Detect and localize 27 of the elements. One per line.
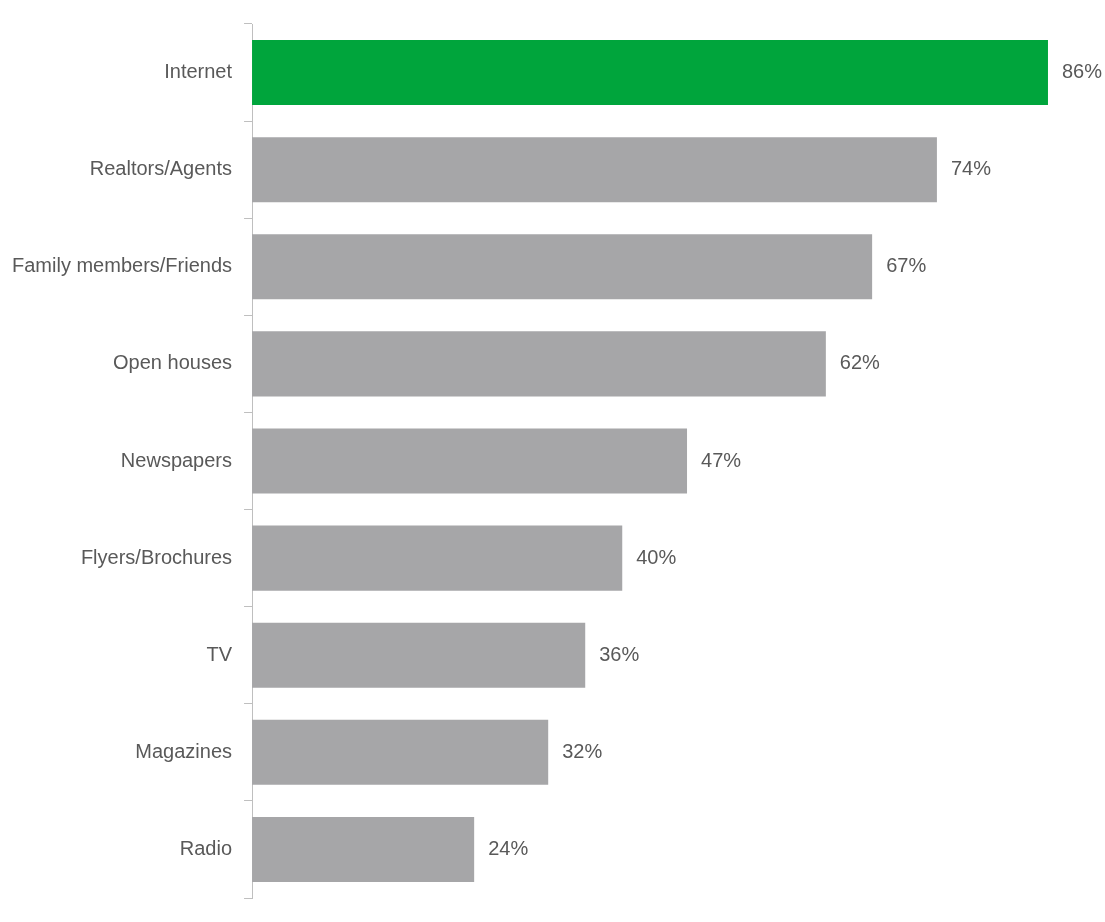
bar: [252, 816, 475, 882]
data-label: 62%: [839, 351, 881, 374]
data-label: 47%: [701, 448, 742, 471]
y-tick-label: Realtors/Agents: [89, 157, 233, 180]
data-label: 32%: [562, 739, 603, 762]
data-label: 24%: [488, 836, 529, 859]
bar: [252, 137, 937, 203]
y-tick-label: Flyers/Brochures: [80, 545, 233, 568]
bar: [252, 234, 873, 300]
y-tick-label: Newspapers: [120, 448, 233, 471]
data-label: 67%: [886, 254, 927, 277]
bar: [252, 719, 549, 785]
data-label: 40%: [636, 545, 677, 568]
bar: [252, 331, 826, 397]
y-tick-label: Radio: [179, 836, 233, 859]
y-tick-label: Magazines: [135, 739, 233, 762]
data-label: 74%: [950, 157, 992, 180]
bar: [252, 40, 1048, 106]
y-tick-label: Open houses: [113, 351, 233, 374]
bar: [252, 428, 688, 494]
data-label: 36%: [599, 642, 640, 665]
data-label: 86%: [1061, 60, 1103, 83]
bar: [252, 525, 623, 591]
y-tick-label: TV: [206, 642, 233, 665]
bar: [252, 622, 586, 688]
y-tick-label: Internet: [164, 60, 233, 83]
y-tick-label: Family members/Friends: [11, 254, 233, 277]
